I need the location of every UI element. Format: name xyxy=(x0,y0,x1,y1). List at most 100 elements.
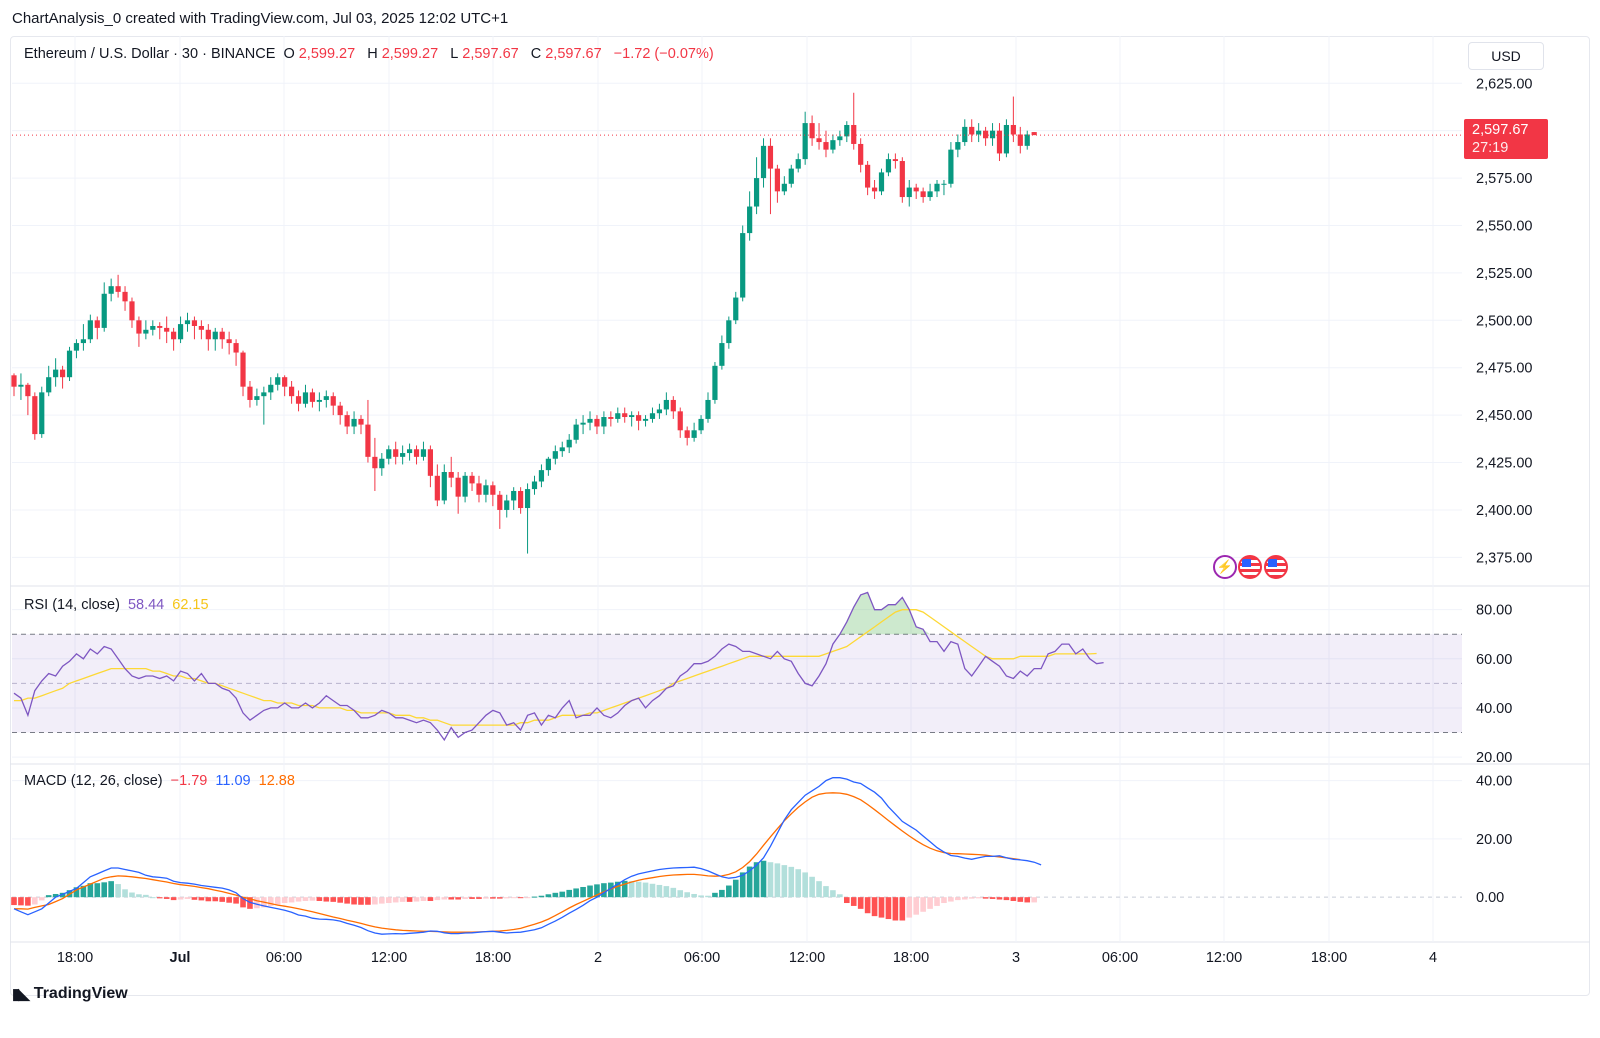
macd-histogram-bar xyxy=(601,883,607,898)
x-tick-label: 3 xyxy=(1012,950,1020,966)
candle-body xyxy=(913,187,919,192)
macd-signal-line xyxy=(14,792,1021,933)
candle-body xyxy=(400,453,406,457)
macd-histogram-bar xyxy=(337,897,343,903)
symbol-title[interactable]: Ethereum / U.S. Dollar · 30 · BINANCE xyxy=(24,46,276,62)
macd-histogram-bar xyxy=(594,884,600,898)
us-flag-icon[interactable] xyxy=(1238,555,1262,579)
candle-body xyxy=(719,343,725,366)
candle-body xyxy=(767,145,774,169)
candle-body xyxy=(504,500,510,510)
macd-histogram-bar xyxy=(108,881,114,898)
currency-button[interactable]: USD xyxy=(1468,42,1544,70)
rsi-title[interactable]: RSI (14, close) xyxy=(24,597,120,613)
macd-y-tick-label: 20.00 xyxy=(1476,832,1512,848)
chart-frame xyxy=(10,36,1590,996)
candle-body xyxy=(198,326,204,330)
candle-body xyxy=(490,485,496,495)
candle-body xyxy=(663,399,669,410)
candle-body xyxy=(365,424,371,457)
macd-histogram-bar xyxy=(975,897,982,899)
candle-body xyxy=(1003,124,1010,154)
macd-histogram-bar xyxy=(136,894,142,898)
macd-histogram-bar xyxy=(122,889,128,898)
candle-body xyxy=(566,439,572,448)
candle-body xyxy=(858,143,864,165)
candle-body xyxy=(677,411,683,431)
macd-legend: MACD (12, 26, close) −1.79 11.09 12.88 xyxy=(24,773,299,789)
macd-histogram-bar xyxy=(497,897,503,899)
candle-body xyxy=(594,418,600,427)
candle-body xyxy=(441,472,447,501)
candle-body xyxy=(184,320,191,325)
candle-body xyxy=(781,183,787,192)
macd-histogram-bar xyxy=(288,897,295,903)
candle-body xyxy=(892,159,898,162)
candle-body xyxy=(976,130,982,135)
x-tick-label: 18:00 xyxy=(57,950,93,966)
candle-body xyxy=(448,472,454,478)
macd-histogram-bar xyxy=(552,892,559,898)
macd-histogram-bar xyxy=(809,876,815,898)
candle-body xyxy=(177,324,184,340)
macd-value: 11.09 xyxy=(215,773,251,789)
x-tick-label: 06:00 xyxy=(684,950,720,966)
candle-body xyxy=(136,320,142,334)
macd-histogram-bar xyxy=(538,895,545,898)
macd-histogram-bar xyxy=(906,897,913,918)
candle-body xyxy=(656,409,663,414)
candle-body xyxy=(955,142,961,150)
candle-body xyxy=(691,430,697,438)
macd-histogram-bar xyxy=(87,883,94,898)
candle-body xyxy=(622,413,628,418)
lightning-icon[interactable]: ⚡ xyxy=(1213,555,1237,579)
candle-body xyxy=(101,293,107,328)
candle-body xyxy=(962,126,968,143)
candle-body xyxy=(816,138,822,143)
candle-body xyxy=(573,424,579,440)
candle-body xyxy=(726,320,732,344)
candle-body xyxy=(1031,132,1037,136)
macd-histogram-bar xyxy=(885,897,892,920)
candle-body xyxy=(649,413,656,419)
macd-histogram-bar xyxy=(240,897,246,908)
candle-body xyxy=(809,123,815,139)
candle-body xyxy=(191,320,198,326)
macd-title[interactable]: MACD (12, 26, close) xyxy=(24,773,163,789)
us-flag-icon[interactable] xyxy=(1264,555,1288,579)
tradingview-logo[interactable]: ▮◣ TradingView xyxy=(12,985,128,1003)
candle-body xyxy=(670,399,676,412)
macd-histogram-bar xyxy=(837,894,843,898)
macd-histogram-bar xyxy=(517,897,524,899)
high-label: H xyxy=(367,46,378,62)
rsi-value: 58.44 xyxy=(127,597,165,613)
candle-body xyxy=(615,413,621,419)
candle-body xyxy=(66,350,73,378)
candle-body xyxy=(996,130,1003,154)
candle-body xyxy=(747,206,753,234)
candle-body xyxy=(302,392,309,404)
macd-histogram-bar xyxy=(476,897,482,899)
x-tick-label: 2 xyxy=(594,950,602,966)
candle-body xyxy=(108,286,114,294)
candle-body xyxy=(129,301,135,321)
macd-histogram-bar xyxy=(254,897,260,909)
macd-histogram-bar xyxy=(295,897,302,902)
candle-body xyxy=(462,475,468,497)
candle-body xyxy=(268,384,274,393)
last-price-tag: 2,597.67 27:19 xyxy=(1464,119,1548,159)
candle-body xyxy=(420,449,427,457)
candle-body xyxy=(261,392,267,397)
macd-histogram-bar xyxy=(372,897,378,905)
macd-histogram-bar xyxy=(795,869,802,898)
candle-body xyxy=(511,490,517,501)
macd-histogram-bar xyxy=(850,897,857,906)
candle-body xyxy=(295,396,302,404)
candle-body xyxy=(351,418,357,427)
candle-body xyxy=(795,159,801,169)
macd-histogram-bar xyxy=(115,884,121,898)
macd-histogram-bar xyxy=(143,894,149,898)
macd-histogram-bar xyxy=(698,895,704,898)
